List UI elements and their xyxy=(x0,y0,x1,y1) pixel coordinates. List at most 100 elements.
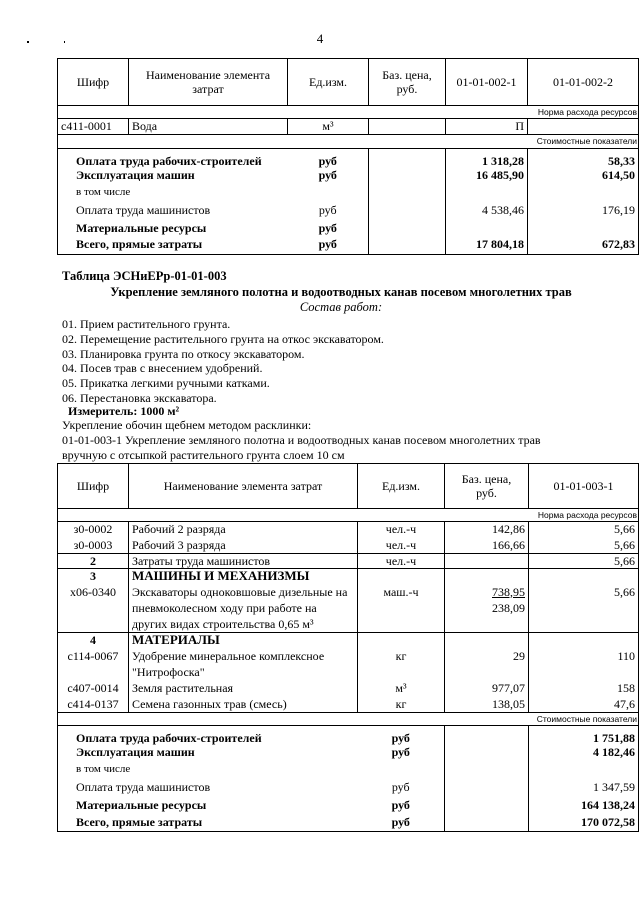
col-header: Ед.изм. xyxy=(357,463,445,509)
code-cell: с411-0001 xyxy=(57,118,129,135)
col-header: Баз. цена, руб. xyxy=(368,58,446,106)
code-cell: с114-0067 xyxy=(57,648,129,681)
section-label: Норма расхода ресурсов xyxy=(57,508,639,522)
name-line: "Нитрофоска" xyxy=(132,664,205,679)
group-row: 4 МАТЕРИАЛЫ xyxy=(57,632,639,649)
unit-cell: руб xyxy=(391,814,410,829)
group-row: 3 МАШИНЫ И МЕХАНИЗМЫ xyxy=(57,568,639,585)
measure-unit: Измеритель: 1000 м² xyxy=(68,404,180,418)
table-row: Материальные ресурсы руб xyxy=(57,220,639,237)
scan-speck xyxy=(64,41,65,43)
table-row: Оплата труда рабочих-строителей руб 1 75… xyxy=(57,725,639,745)
name-cell: в том числе xyxy=(57,761,358,780)
value-cell: 4 182,46 xyxy=(528,744,639,762)
value-cell: 58,33 xyxy=(527,148,639,168)
unit-cell: чел.-ч xyxy=(357,537,445,554)
name-cell: Рабочий 3 разряда xyxy=(128,537,358,554)
name-cell: Семена газонных трав (смесь) xyxy=(128,696,358,713)
work-item: 02. Перемещение растительного грунта на … xyxy=(62,332,384,346)
name-cell: Затраты труда машинистов xyxy=(128,553,358,569)
col-header: Баз. цена, руб. xyxy=(444,463,529,509)
name-line: Удобрение минеральное комплексное xyxy=(132,648,325,663)
table-row: с411-0001 Вода м³ П xyxy=(57,118,639,135)
name-cell: Вода xyxy=(128,118,288,135)
work-heading: Состав работ: xyxy=(299,300,383,314)
price-cell: 138,05 xyxy=(444,696,529,713)
unit-cell: м³ xyxy=(357,680,445,697)
unit-cell: руб xyxy=(318,202,337,217)
value-cell: 1 347,59 xyxy=(528,779,639,798)
unit-cell: руб xyxy=(391,730,410,745)
code-cell: 2 xyxy=(57,553,129,569)
price-value: 238,09 xyxy=(492,600,525,615)
name-cell: Рабочий 2 разряда xyxy=(128,521,358,538)
table-row: Материальные ресурсы руб 164 138,24 xyxy=(57,797,639,815)
table-row: Всего, прямые затраты руб 170 072,58 xyxy=(57,814,639,832)
value-cell: 5,66 xyxy=(528,584,639,633)
table-row: Всего, прямые затраты руб 17 804,18 672,… xyxy=(57,236,639,255)
table-row: х06-0340 Экскаваторы одноковшовые дизель… xyxy=(57,584,639,633)
name-line: Экскаваторы одноковшовые дизельные на xyxy=(132,584,348,599)
unit-cell: маш.-ч xyxy=(357,584,445,633)
name-cell: Оплата труда машинистов xyxy=(57,202,288,221)
section-subtitle: Укрепление земляного полотна и водоотвод… xyxy=(110,285,572,299)
value-cell: 5,66 xyxy=(528,537,639,554)
name-cell: Эксплуатация машин xyxy=(57,167,288,185)
text-line: Укрепление обочин щебнем методом расклин… xyxy=(62,418,312,432)
value-cell: 158 xyxy=(528,680,639,697)
table-row: с114-0067 Удобрение минеральное комплекс… xyxy=(57,648,639,681)
table-row: з0-0003 Рабочий 3 разряда чел.-ч 166,66 … xyxy=(57,537,639,554)
code-cell: 4 xyxy=(57,632,129,649)
resource-table-1: Шифр Наименование элемента затрат Ед.изм… xyxy=(57,58,639,255)
name-cell: Оплата труда машинистов xyxy=(57,779,358,798)
unit-cell: м³ xyxy=(287,118,369,135)
code-cell: х06-0340 xyxy=(57,584,129,633)
table-row: с414-0137 Семена газонных трав (смесь) к… xyxy=(57,696,639,713)
scan-speck xyxy=(27,41,29,43)
unit-cell: руб xyxy=(318,167,337,182)
table-row: 2 Затраты труда машинистов чел.-ч 5,66 xyxy=(57,553,639,569)
table-row: с407-0014 Земля растительная м³ 977,07 1… xyxy=(57,680,639,697)
work-item: 04. Посев трав с внесением удобрений. xyxy=(62,361,263,375)
value-cell: 17 804,18 xyxy=(445,236,528,255)
price-value: 738,95 xyxy=(492,584,525,599)
col-header: Шифр xyxy=(57,463,129,509)
name-cell: Оплата труда рабочих-строителей xyxy=(57,148,288,168)
table-row: Оплата труда рабочих-строителей руб 1 31… xyxy=(57,148,639,168)
table-row: з0-0002 Рабочий 2 разряда чел.-ч 142,86 … xyxy=(57,521,639,538)
name-cell: в том числе xyxy=(57,184,288,203)
price-cell: 738,95 238,09 xyxy=(444,584,529,633)
table-row: Оплата труда машинистов руб 1 347,59 xyxy=(57,779,639,798)
code-cell: с407-0014 xyxy=(57,680,129,697)
table-row: Эксплуатация машин руб 4 182,46 xyxy=(57,744,639,762)
value-cell: 4 538,46 xyxy=(445,202,528,221)
code-cell: з0-0002 xyxy=(57,521,129,538)
value-cell: 16 485,90 xyxy=(445,167,528,185)
unit-cell: руб xyxy=(391,744,410,759)
unit-cell: руб xyxy=(318,153,337,168)
name-line: других видах строительства 0,65 м³ xyxy=(132,616,314,631)
value-cell: 47,6 xyxy=(528,696,639,713)
name-cell: Экскаваторы одноковшовые дизельные на пне… xyxy=(128,584,358,633)
unit-cell: чел.-ч xyxy=(357,521,445,538)
table-title: Таблица ЭСНиЕРр-01-01-003 xyxy=(62,269,227,283)
name-cell: Всего, прямые затраты xyxy=(57,236,288,255)
unit-cell: кг xyxy=(357,696,445,713)
section-label: Стоимостные показатели xyxy=(57,712,639,726)
name-cell: Материальные ресурсы xyxy=(57,797,358,815)
work-item: 03. Планировка грунта по откосу экскават… xyxy=(62,347,305,361)
col-header: Наименование элемента затрат xyxy=(128,463,358,509)
page-number: 4 xyxy=(316,31,324,46)
col-header: 01-01-002-2 xyxy=(527,58,639,106)
value-cell: 672,83 xyxy=(527,236,639,255)
unit-cell: кг xyxy=(357,648,445,681)
unit-cell: руб xyxy=(318,220,337,235)
col-header: 01-01-003-1 xyxy=(528,463,639,509)
unit-cell: руб xyxy=(318,236,337,251)
value-cell: 5,66 xyxy=(528,553,639,569)
table-row: Эксплуатация машин руб 16 485,90 614,50 xyxy=(57,167,639,185)
col-header: Ед.изм. xyxy=(287,58,369,106)
text-line: 01-01-003-1 Укрепление земляного полотна… xyxy=(62,433,541,447)
value-cell: 614,50 xyxy=(527,167,639,185)
value-cell: 1 751,88 xyxy=(528,725,639,745)
